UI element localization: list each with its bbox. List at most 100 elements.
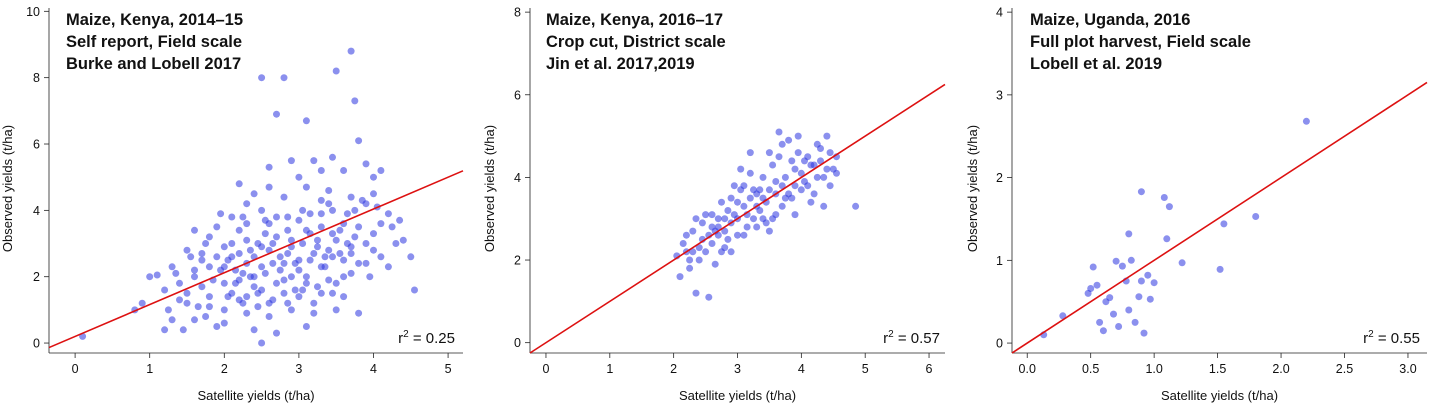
data-point (355, 309, 363, 317)
x-tick-label: 3.0 (1399, 362, 1416, 376)
data-point (179, 326, 187, 334)
data-point (384, 263, 392, 271)
panel-title-line: Maize, Kenya, 2016–17 (546, 11, 723, 29)
data-point (689, 227, 697, 235)
data-point (1087, 285, 1095, 292)
data-point (336, 226, 344, 234)
r-squared-exponent: 2 (888, 329, 894, 340)
data-point (1140, 329, 1148, 337)
data-point (765, 227, 773, 235)
data-point (265, 163, 273, 171)
x-tick-label: 1.0 (1145, 362, 1162, 376)
data-point (1125, 306, 1133, 314)
data-point (332, 306, 340, 314)
y-tick-label: 6 (514, 88, 521, 102)
r-squared-symbol: r (883, 330, 888, 347)
data-point (750, 215, 757, 223)
data-point (269, 259, 277, 267)
data-point (202, 313, 210, 320)
data-point (781, 173, 789, 181)
data-point (807, 198, 815, 206)
data-point (750, 186, 757, 194)
data-point (778, 202, 786, 210)
data-point (718, 198, 725, 206)
data-point (325, 246, 333, 254)
data-point (362, 240, 370, 247)
data-point (407, 253, 415, 261)
data-point (714, 223, 722, 231)
data-point (1110, 310, 1117, 318)
data-point (753, 223, 761, 231)
data-point (310, 250, 318, 257)
data-point (740, 231, 748, 239)
data-point (205, 233, 213, 241)
data-point (287, 157, 295, 165)
data-point (302, 117, 310, 125)
data-point (213, 323, 221, 330)
x-tick-label: 6 (926, 362, 933, 376)
y-axis-title: Observed yields (t/ha) (482, 125, 497, 252)
data-point (370, 173, 377, 181)
r-squared-symbol: r (398, 330, 403, 347)
data-point (698, 219, 706, 227)
panel-title-line: Burke and Lobell 2017 (66, 55, 241, 73)
x-tick-label: 2 (221, 362, 228, 376)
data-point (1137, 277, 1145, 285)
data-point (183, 246, 191, 254)
x-tick-label: 0 (72, 362, 79, 376)
data-point (239, 299, 247, 307)
data-point (708, 211, 716, 219)
data-point (769, 215, 777, 223)
data-point (284, 250, 292, 257)
data-point (347, 269, 355, 277)
data-point (351, 206, 359, 214)
data-point (321, 253, 329, 261)
data-point (273, 329, 280, 337)
data-point (1160, 194, 1168, 201)
data-point (676, 273, 684, 281)
x-tick-label: 3 (295, 362, 302, 376)
data-point (1115, 323, 1123, 330)
data-point (246, 246, 254, 254)
data-point (213, 223, 221, 231)
data-point (276, 266, 284, 274)
data-point (202, 240, 210, 247)
data-point (261, 269, 269, 277)
data-point (778, 182, 786, 190)
data-point (299, 240, 307, 247)
data-point (213, 253, 221, 261)
data-point (317, 289, 325, 297)
data-point (191, 273, 198, 281)
data-point (775, 128, 783, 136)
data-point (295, 173, 303, 181)
data-point (220, 263, 228, 271)
data-point (176, 296, 183, 304)
data-point (273, 110, 280, 118)
data-point (302, 183, 310, 191)
data-point (265, 183, 273, 191)
data-point (168, 316, 176, 324)
data-point (161, 326, 169, 334)
panel-title-line: Full plot harvest, Field scale (1030, 33, 1251, 51)
data-point (852, 202, 860, 210)
data-point (781, 194, 789, 202)
data-point (347, 193, 355, 201)
data-point (1216, 265, 1224, 273)
data-point (220, 243, 228, 251)
data-point (355, 137, 363, 145)
data-point (332, 236, 340, 244)
data-point (682, 231, 690, 239)
data-point (362, 200, 370, 208)
data-point (235, 226, 243, 234)
data-point (820, 202, 828, 210)
data-point (1099, 327, 1107, 335)
data-point (302, 226, 310, 234)
data-point (778, 140, 786, 148)
data-point (317, 263, 325, 271)
data-point (287, 306, 295, 314)
data-point (823, 165, 831, 173)
data-point (714, 215, 722, 223)
data-point (205, 263, 213, 271)
data-point (392, 240, 400, 247)
